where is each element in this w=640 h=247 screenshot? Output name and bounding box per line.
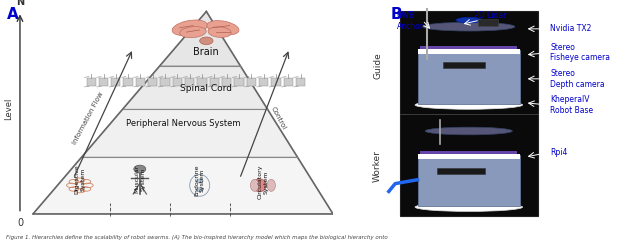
Text: A: A (6, 7, 19, 22)
Ellipse shape (415, 101, 522, 109)
Bar (417, 49, 520, 55)
Text: Stereo
Depth camera: Stereo Depth camera (550, 69, 605, 88)
Bar (400, 11, 538, 216)
Bar (246, 78, 256, 86)
Text: Guide: Guide (373, 52, 382, 79)
Text: B: B (390, 7, 402, 22)
Polygon shape (33, 157, 333, 214)
Text: 2D Lidar: 2D Lidar (474, 11, 506, 21)
Text: KheperaIV
Robot Base: KheperaIV Robot Base (550, 95, 593, 115)
Text: UWB
Anchor: UWB Anchor (397, 11, 424, 31)
Bar (417, 155, 520, 206)
Bar (210, 78, 219, 86)
Ellipse shape (208, 27, 231, 37)
Bar (296, 78, 305, 86)
Ellipse shape (415, 203, 522, 211)
Bar (234, 78, 244, 86)
Text: Brain: Brain (193, 47, 220, 57)
Ellipse shape (253, 179, 266, 192)
Bar (420, 46, 517, 49)
Bar (284, 78, 293, 86)
Ellipse shape (425, 127, 512, 135)
Text: Spinal Cord: Spinal Cord (180, 84, 232, 93)
Bar (99, 78, 108, 86)
Text: Information Flow: Information Flow (72, 91, 104, 145)
Bar (111, 78, 120, 86)
Bar (136, 78, 145, 86)
Bar (86, 78, 96, 86)
Bar (443, 62, 485, 68)
Circle shape (134, 165, 146, 173)
Ellipse shape (422, 22, 515, 31)
Polygon shape (123, 66, 268, 109)
Ellipse shape (172, 20, 207, 36)
Polygon shape (82, 109, 298, 157)
Bar (271, 78, 280, 86)
Bar (417, 50, 520, 104)
Ellipse shape (250, 179, 259, 191)
Text: Figure 1. Hierarchies define the scalability of robot swarms. (A) The bio-inspir: Figure 1. Hierarchies define the scalabi… (6, 235, 388, 240)
Text: Muscular
System: Muscular System (134, 165, 145, 193)
Bar (437, 168, 485, 174)
Bar (173, 78, 182, 86)
Bar (148, 78, 157, 86)
Ellipse shape (267, 179, 275, 191)
Text: Circulatory
System: Circulatory System (257, 165, 268, 199)
Text: N: N (16, 0, 24, 7)
Ellipse shape (180, 26, 206, 38)
Text: Endocrine
System: Endocrine System (195, 165, 205, 196)
Text: Digestive
System: Digestive System (74, 165, 85, 194)
Ellipse shape (200, 37, 213, 45)
Bar (479, 19, 498, 26)
Ellipse shape (456, 18, 481, 23)
Ellipse shape (196, 179, 203, 183)
Ellipse shape (207, 21, 239, 35)
Text: 0: 0 (17, 218, 23, 228)
Bar (124, 78, 132, 86)
Bar (259, 78, 268, 86)
Text: Worker: Worker (373, 150, 382, 182)
Bar (161, 78, 170, 86)
Ellipse shape (196, 188, 203, 192)
Text: Rpi4: Rpi4 (550, 148, 568, 157)
Text: Peripheral Nervous System: Peripheral Nervous System (126, 119, 240, 128)
Text: Nvidia TX2: Nvidia TX2 (550, 24, 592, 33)
Text: Control: Control (269, 105, 287, 130)
Bar (197, 78, 207, 86)
Bar (420, 151, 517, 154)
Bar (417, 154, 520, 160)
Bar (222, 78, 231, 86)
Bar (185, 78, 195, 86)
Text: Stereo
Fisheye camera: Stereo Fisheye camera (550, 43, 611, 62)
Polygon shape (160, 11, 241, 66)
Text: Level: Level (4, 98, 13, 121)
